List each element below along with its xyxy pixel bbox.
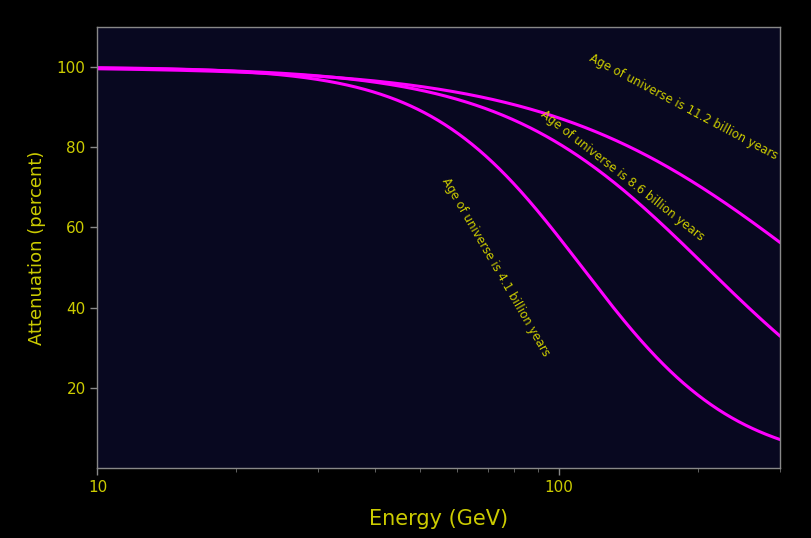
- Text: Age of universe is 4.1 billion years: Age of universe is 4.1 billion years: [439, 176, 552, 359]
- Text: Age of universe is 8.6 billion years: Age of universe is 8.6 billion years: [538, 108, 706, 243]
- Text: Age of universe is 11.2 billion years: Age of universe is 11.2 billion years: [586, 52, 779, 162]
- X-axis label: Energy (GeV): Energy (GeV): [368, 509, 508, 529]
- Y-axis label: Attenuation (percent): Attenuation (percent): [28, 150, 45, 345]
